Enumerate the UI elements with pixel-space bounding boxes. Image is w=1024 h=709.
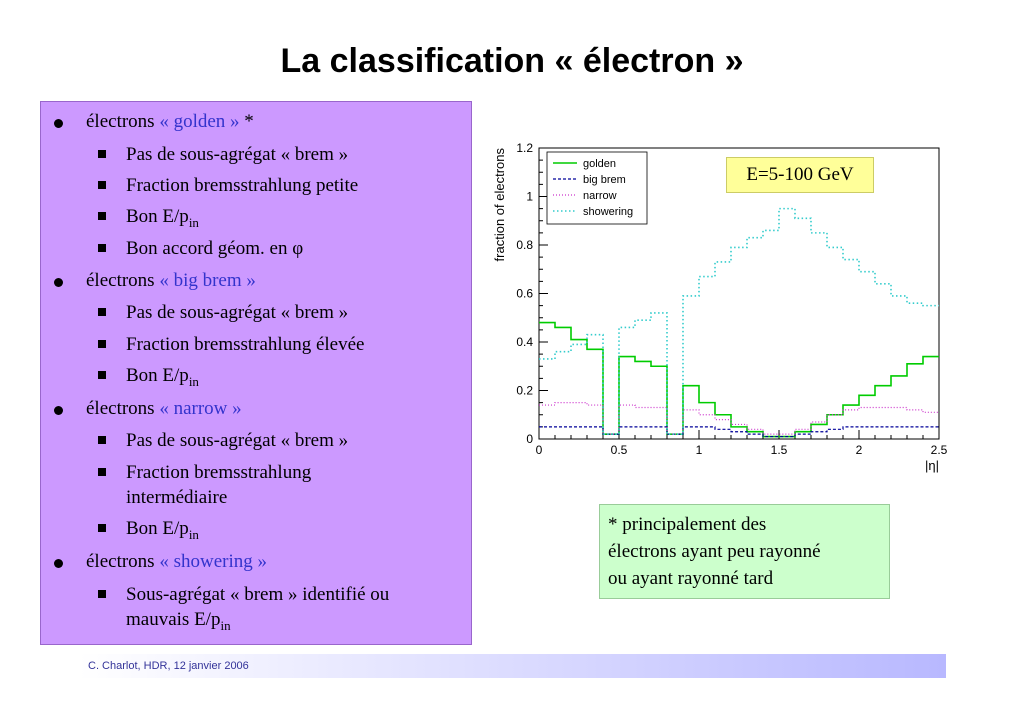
- y-tick-label: 1.2: [516, 141, 533, 155]
- x-tick-label: 1.5: [771, 443, 788, 457]
- series-line-showering: [539, 207, 939, 435]
- y-tick-label: 0.4: [516, 335, 533, 349]
- classification-panel: [40, 101, 472, 645]
- y-tick-label: 0.6: [516, 287, 533, 301]
- bullet-prefix: électrons: [86, 111, 160, 132]
- class-name-golden: « golden »: [159, 111, 240, 132]
- y-tick-label: 0.8: [516, 238, 533, 252]
- x-axis-label: |η|: [925, 458, 939, 473]
- series-line-narrow: [539, 402, 939, 435]
- footnote-line: électrons ayant peu rayonné: [608, 541, 821, 562]
- bullet-dot: [54, 278, 63, 287]
- chart-svg: 0 0.5 1 1.5 2 2.5 0 0.2 0.4 0.6 0.8 1 1.2 |η| fraction…: [492, 141, 948, 473]
- bullet-dot: [54, 559, 63, 568]
- legend-entry: showering: [583, 206, 633, 218]
- legend-entry: golden: [583, 158, 616, 170]
- footer-bar: C. Charlot, HDR, 12 janvier 2006: [78, 654, 946, 678]
- y-axis-label: fraction of electrons: [492, 148, 507, 262]
- footnote-line: ou ayant rayonné tard: [608, 568, 774, 589]
- slide-title: La classification « électron »: [280, 42, 744, 80]
- y-tick-label: 0: [526, 432, 533, 446]
- legend-box: [546, 151, 648, 225]
- legend-entry: narrow: [583, 190, 617, 202]
- series-line-golden: [539, 321, 939, 438]
- bullet-dot: [54, 119, 63, 128]
- energy-range-label: E=5-100 GeV: [726, 157, 874, 193]
- legend-entry: big brem: [583, 174, 626, 186]
- x-tick-label: 1: [696, 443, 703, 457]
- y-tick-label: 1: [526, 190, 533, 204]
- footnote-box: * principalement des électrons ayant peu…: [599, 504, 890, 599]
- y-tick-label: 0.2: [516, 384, 533, 398]
- footnote-line: * principalement des: [608, 514, 767, 535]
- x-tick-label: 0.5: [611, 443, 628, 457]
- x-tick-label: 2.5: [931, 443, 948, 457]
- footnote-star: *: [239, 111, 254, 132]
- class-name-big-brem: « big brem »: [159, 270, 256, 291]
- class-name-showering: « showering »: [159, 551, 267, 572]
- x-tick-label: 0: [536, 443, 543, 457]
- bullet-dot: [54, 406, 63, 415]
- series-line-big-brem: [539, 426, 939, 438]
- x-tick-label: 2: [856, 443, 863, 457]
- class-name-narrow: « narrow »: [159, 398, 242, 419]
